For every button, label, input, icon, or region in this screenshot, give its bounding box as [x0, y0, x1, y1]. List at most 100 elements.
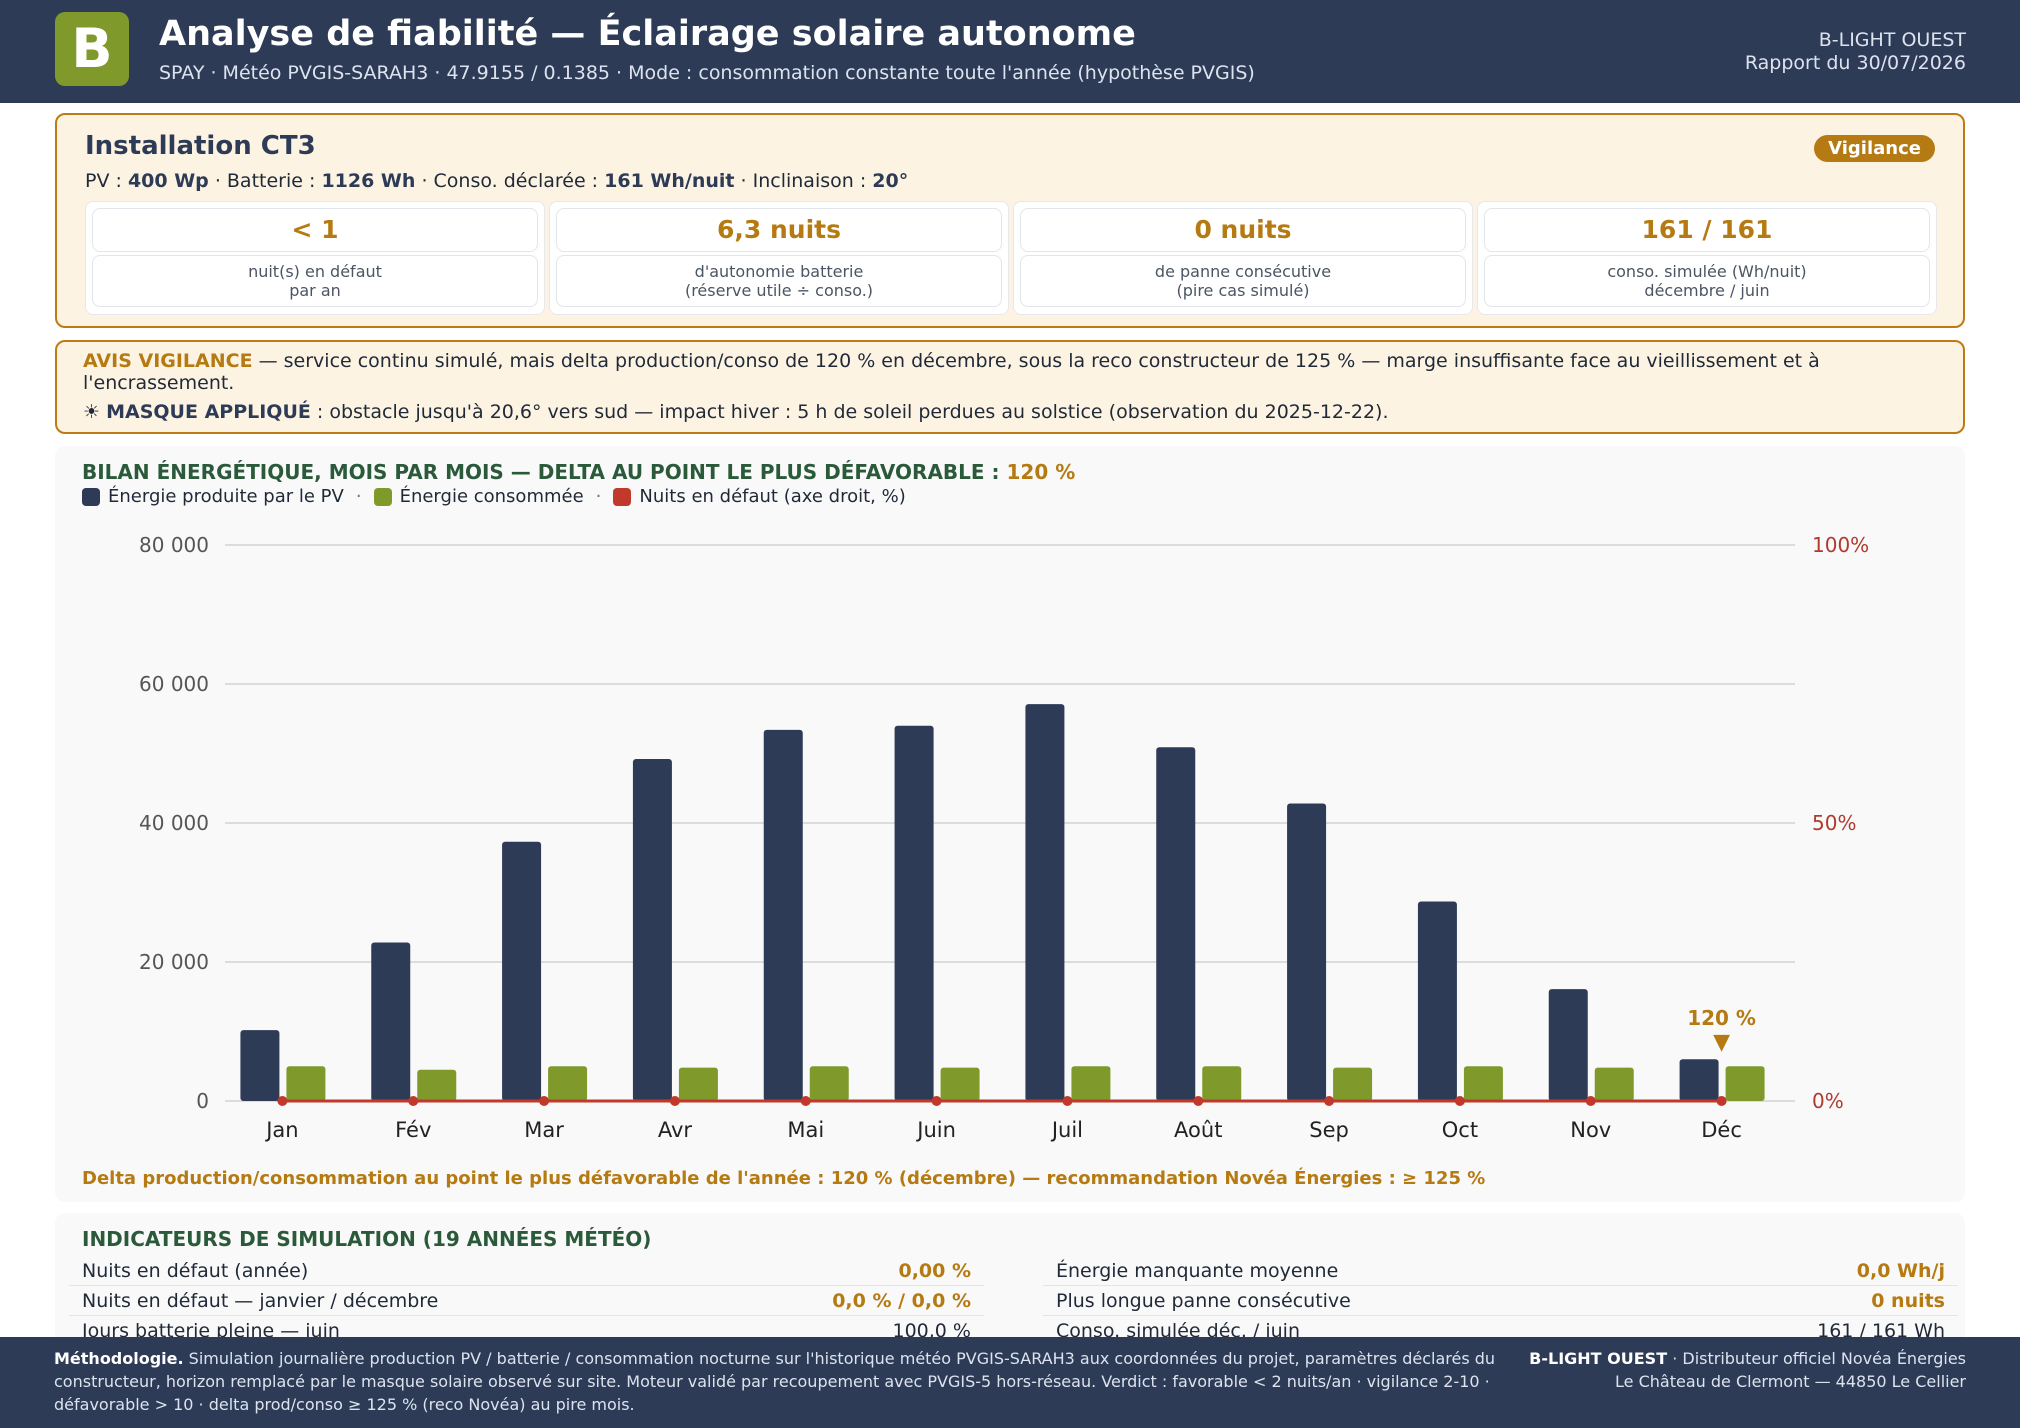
indicator-row: Énergie manquante moyenne 0,0 Wh/j	[1043, 1256, 1958, 1286]
kpi-label-line: (réserve utile ÷ conso.)	[684, 281, 874, 300]
y-tick-label: 80 000	[139, 533, 209, 557]
default-nights-point	[539, 1096, 550, 1106]
indicator-label: Énergie manquante moyenne	[1056, 1260, 1339, 1282]
default-nights-point	[1324, 1096, 1335, 1106]
indicator-label: Jours batterie pleine — juin	[82, 1320, 340, 1342]
x-tick-label: Avr	[658, 1118, 693, 1142]
kpi-value: 6,3 nuits	[556, 208, 1002, 252]
default-nights-point	[1716, 1096, 1727, 1106]
indicator-value: 161 / 161 Wh	[1817, 1320, 1945, 1342]
indicator-row: Nuits en défaut (année) 0,00 %	[69, 1256, 984, 1286]
report-subtitle: SPAY · Météo PVGIS-SARAH3 · 47.9155 / 0.…	[159, 62, 1255, 84]
methodology-text: Simulation journalière production PV / b…	[54, 1349, 1496, 1414]
x-tick-label: Sep	[1309, 1118, 1349, 1142]
bar-consumption	[1594, 1067, 1634, 1101]
y-tick-label: 20 000	[139, 950, 209, 974]
tilt-label: · Inclinaison :	[734, 170, 873, 192]
kpi-label: d'autonomie batterie (réserve utile ÷ con…	[556, 255, 1002, 307]
footer-company-line: B-LIGHT OUEST · Distributeur officiel No…	[1529, 1347, 1966, 1370]
indicators-title: INDICATEURS DE SIMULATION (19 ANNÉES MÉT…	[82, 1227, 652, 1251]
energy-chart-panel: 0 20 000 40 000 60 000 80 000 0% 50% 100% Jan Fév…	[55, 446, 1965, 1202]
y2-tick-label: 50%	[1812, 811, 1856, 835]
kpi-label-line: nuit(s) en défaut	[248, 262, 382, 281]
vigilance-text: AVIS VIGILANCE — service continu simulé,…	[83, 350, 1937, 394]
kpi-label: de panne consécutive (pire cas simulé)	[1020, 255, 1466, 307]
kpi-label-line: (pire cas simulé)	[1176, 281, 1310, 300]
default-nights-point	[1193, 1096, 1204, 1106]
kpi-value: < 1	[92, 208, 538, 252]
kpi-label-line: par an	[289, 281, 341, 300]
pv-label: PV :	[85, 170, 128, 192]
legend-separator: ·	[595, 486, 602, 507]
legend-default: Nuits en défaut (axe droit, %)	[639, 486, 906, 507]
indicator-value: 0,0 % / 0,0 %	[832, 1290, 971, 1312]
footer-company-tagline: · Distributeur officiel Novéa Énergies	[1667, 1349, 1966, 1368]
bar-production	[1025, 704, 1065, 1101]
indicators-right-column: Énergie manquante moyenne 0,0 Wh/j Plus lo…	[1043, 1256, 1958, 1346]
x-tick-label: Nov	[1570, 1118, 1611, 1142]
bar-consumption	[940, 1067, 980, 1101]
legend-consumption: Énergie consommée	[399, 486, 584, 507]
bar-production	[632, 759, 672, 1101]
tilt-value: 20°	[872, 170, 909, 192]
chart-title-value: 120 %	[1006, 460, 1076, 484]
default-nights-point	[800, 1096, 811, 1106]
methodology-label: Méthodologie.	[54, 1349, 184, 1368]
footer-company: B-LIGHT OUEST · Distributeur officiel No…	[1529, 1347, 1966, 1393]
indicator-label: Conso. simulée déc. / juin	[1056, 1320, 1300, 1342]
installation-card: Installation CT3 Vigilance PV : 400 Wp ·…	[55, 113, 1965, 328]
bar-consumption	[417, 1069, 457, 1101]
bar-consumption	[1333, 1067, 1373, 1101]
indicator-value: 0,00 %	[898, 1260, 971, 1282]
x-tick-label: Août	[1174, 1118, 1222, 1142]
bar-consumption	[1071, 1066, 1111, 1101]
y-tick-label: 0	[196, 1089, 209, 1113]
conso-value: 161 Wh/nuit	[604, 170, 735, 192]
kpi-label-line: décembre / juin	[1644, 281, 1770, 300]
energy-chart: 0 20 000 40 000 60 000 80 000 0% 50% 100% Jan Fév…	[139, 533, 1869, 1142]
kpi-label: conso. simulée (Wh/nuit) décembre / juin	[1484, 255, 1930, 307]
methodology: Méthodologie. Simulation journalière pro…	[54, 1347, 1514, 1416]
kpi-row: < 1 nuit(s) en défaut par an 6,3 nuits d'…	[85, 201, 1937, 315]
bar-consumption	[548, 1066, 588, 1101]
annotation-label: 120 %	[1687, 1006, 1756, 1030]
x-tick-label: Juin	[915, 1118, 956, 1142]
indicator-value: 0 nuits	[1871, 1290, 1945, 1312]
bar-production	[1548, 989, 1588, 1101]
default-nights-point	[1454, 1096, 1465, 1106]
bar-consumption	[1725, 1066, 1765, 1101]
footer-company-name: B-LIGHT OUEST	[1529, 1349, 1668, 1368]
indicator-label: Nuits en défaut — janvier / décembre	[82, 1290, 439, 1312]
vigilance-notice: AVIS VIGILANCE — service continu simulé,…	[55, 340, 1965, 434]
header-meta: B-LIGHT OUEST Rapport du 30/07/2026	[1745, 29, 1966, 75]
y-tick-label: 40 000	[139, 811, 209, 835]
bar-production	[240, 1030, 280, 1101]
x-tick-label: Déc	[1701, 1118, 1742, 1142]
legend-production: Énergie produite par le PV	[108, 486, 344, 507]
default-nights-point	[277, 1096, 288, 1106]
x-tick-label: Mai	[787, 1118, 824, 1142]
indicator-value: 0,0 Wh/j	[1856, 1260, 1945, 1282]
kpi-card: 161 / 161 conso. simulée (Wh/nuit) décemb…	[1477, 201, 1937, 315]
chart-note: Delta production/consommation au point l…	[82, 1168, 1486, 1189]
bar-consumption	[809, 1066, 849, 1101]
x-tick-label: Fév	[395, 1118, 431, 1142]
footer-address: Le Château de Clermont — 44850 Le Cellie…	[1615, 1372, 1966, 1391]
kpi-value: 0 nuits	[1020, 208, 1466, 252]
kpi-label-line: d'autonomie batterie	[694, 262, 864, 281]
x-tick-label: Mar	[524, 1118, 564, 1142]
bar-production	[894, 725, 934, 1101]
chart-title-text: BILAN ÉNERGÉTIQUE, MOIS PAR MOIS — DELTA…	[82, 460, 1007, 484]
bar-consumption	[1463, 1066, 1503, 1101]
company-logo: B	[55, 12, 129, 86]
mask-label: MASQUE APPLIQUÉ	[106, 401, 311, 423]
mask-body: : obstacle jusqu'à 20,6° vers sud — impa…	[310, 401, 1389, 423]
bar-production	[1156, 747, 1196, 1101]
installation-specs: PV : 400 Wp · Batterie : 1126 Wh · Conso…	[85, 170, 908, 192]
kpi-label: nuit(s) en défaut par an	[92, 255, 538, 307]
sun-icon: ☀	[83, 401, 101, 423]
bar-consumption	[1202, 1066, 1242, 1101]
indicators-left-column: Nuits en défaut (année) 0,00 % Nuits en dé…	[69, 1256, 984, 1346]
kpi-label-line: de panne consécutive	[1154, 262, 1332, 281]
indicator-row: Nuits en défaut — janvier / décembre 0,0 …	[69, 1286, 984, 1316]
